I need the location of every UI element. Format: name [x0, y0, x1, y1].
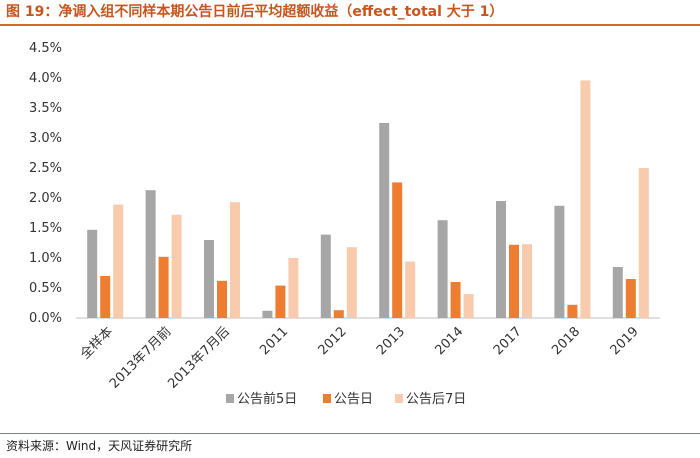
- bar: [638, 168, 649, 318]
- bar: [392, 182, 403, 318]
- bar: [567, 304, 578, 318]
- x-tick-label: 2013年7月前: [106, 324, 174, 392]
- bar: [100, 276, 111, 318]
- bar-chart: 0.0% 0.5% 1.0% 1.5% 2.0% 2.5% 3.0% 3.5% 4.0% 4.5%…: [29, 41, 660, 407]
- bar: [346, 247, 357, 318]
- legend-swatch: [395, 394, 403, 403]
- bar: [580, 80, 591, 319]
- x-tick-label: 2013年7月后: [165, 324, 232, 391]
- y-tick-label: 4.5%: [29, 41, 62, 56]
- bar: [522, 244, 532, 318]
- bar: [87, 229, 98, 318]
- bar: [379, 123, 390, 318]
- bar: [463, 294, 474, 318]
- bar: [612, 267, 623, 318]
- bar: [509, 244, 519, 318]
- bar: [496, 201, 506, 318]
- y-tick-label: 3.0%: [29, 131, 62, 146]
- bar: [171, 214, 182, 318]
- x-tick-label: 2017: [491, 324, 525, 358]
- bar: [230, 202, 240, 318]
- y-tick-label: 0.5%: [29, 281, 62, 296]
- bar: [405, 261, 416, 318]
- x-tick-label: 2019: [608, 324, 642, 358]
- bar: [217, 280, 227, 318]
- bar: [204, 240, 214, 318]
- figure-label: 图 19：: [6, 4, 59, 20]
- bar: [262, 310, 273, 318]
- y-tick-label: 4.0%: [29, 71, 62, 86]
- bar: [625, 279, 636, 318]
- x-tick-label: 2011: [257, 324, 291, 358]
- figure-title: 图 19：净调入组不同样本期公告日前后平均超额收益（effect_total 大…: [0, 0, 700, 26]
- y-tick-label: 1.0%: [29, 251, 62, 266]
- y-tick-label: 2.5%: [29, 161, 62, 176]
- bar: [320, 234, 331, 318]
- y-tick-label: 3.5%: [29, 101, 62, 116]
- legend-label: 公告前5日: [237, 391, 297, 407]
- bar: [450, 282, 461, 318]
- legend-swatch: [323, 394, 331, 403]
- y-tick-label: 1.5%: [29, 221, 62, 236]
- legend-label: 公告后7日: [406, 392, 466, 407]
- bar: [275, 285, 286, 318]
- bar: [113, 204, 124, 318]
- x-tick-label: 2013: [374, 324, 408, 358]
- legend-swatch: [226, 394, 234, 403]
- bar: [333, 310, 344, 318]
- bar: [288, 258, 299, 318]
- legend-label: 公告日: [334, 392, 373, 407]
- bar: [145, 190, 156, 318]
- y-tick-label: 0.0%: [29, 311, 62, 326]
- y-tick-label: 2.0%: [29, 191, 62, 206]
- bar: [554, 205, 565, 318]
- x-tick-label: 全样本: [77, 324, 116, 363]
- bar: [158, 256, 169, 318]
- x-tick-label: 2014: [432, 324, 466, 358]
- bar: [437, 220, 448, 318]
- figure-title-text: 净调入组不同样本期公告日前后平均超额收益（effect_total 大于 1）: [58, 4, 504, 20]
- figure-source: 资料来源：Wind，天风证券研究所: [0, 433, 700, 458]
- x-tick-label: 2018: [549, 324, 583, 358]
- x-tick-label: 2012: [316, 324, 350, 358]
